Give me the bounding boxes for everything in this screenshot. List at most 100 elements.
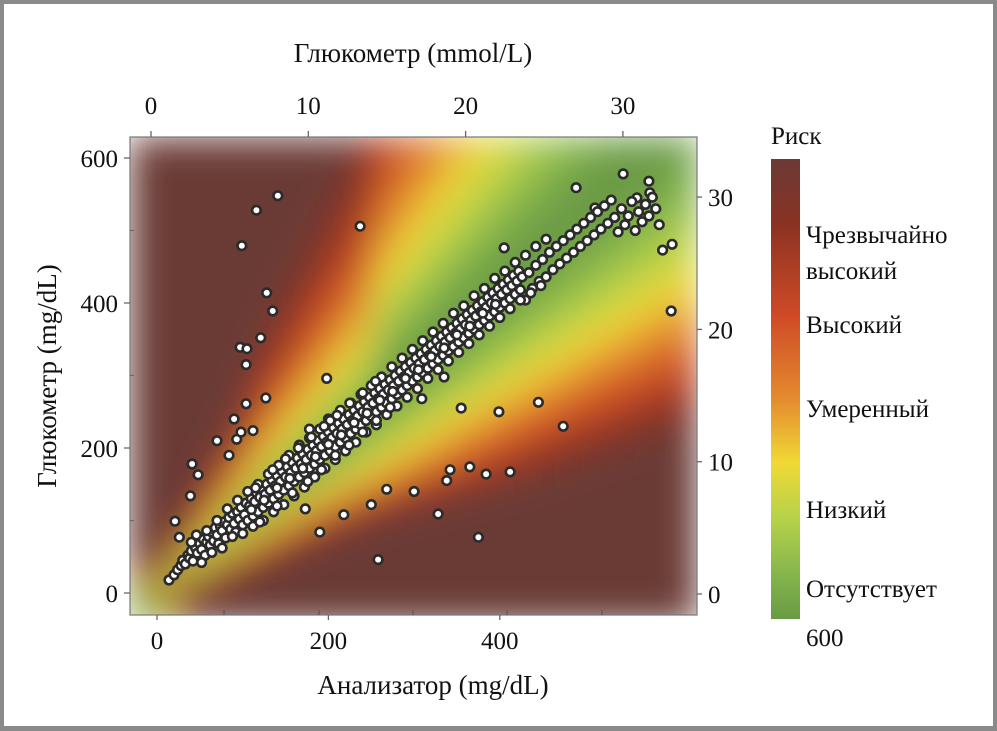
data-point-outliers <box>250 204 262 216</box>
heatmap-cell <box>310 578 320 588</box>
heatmap-cell <box>526 353 536 363</box>
heatmap-cell <box>301 551 311 561</box>
heatmap-cell <box>490 155 500 165</box>
heatmap-cell <box>427 461 437 471</box>
heatmap-cell <box>472 362 482 372</box>
heatmap-cell <box>436 236 446 246</box>
heatmap-cell <box>508 596 518 606</box>
heatmap-cell <box>454 290 464 300</box>
heatmap-cell <box>256 470 266 480</box>
heatmap-cell <box>625 254 635 264</box>
heatmap-cell <box>490 515 500 525</box>
heatmap-cell <box>688 380 697 390</box>
heatmap-cell <box>202 290 212 300</box>
heatmap-cell <box>679 344 689 354</box>
heatmap-cell <box>580 137 590 147</box>
heatmap-cell <box>292 146 302 156</box>
heatmap-cell <box>184 290 194 300</box>
heatmap-cell <box>364 317 374 327</box>
heatmap-cell <box>139 344 149 354</box>
heatmap-cell <box>130 551 140 561</box>
heatmap-cell <box>247 605 257 615</box>
heatmap-cell <box>400 560 410 570</box>
heatmap-cell <box>436 137 446 147</box>
heatmap-cell <box>319 398 329 408</box>
heatmap-cell <box>355 470 365 480</box>
heatmap-cell <box>373 137 383 147</box>
heatmap-cell <box>589 281 599 291</box>
heatmap-cell <box>445 164 455 174</box>
heatmap-cell <box>139 524 149 534</box>
heatmap-cell <box>364 200 374 210</box>
heatmap-cell <box>301 524 311 534</box>
heatmap-cell <box>463 398 473 408</box>
heatmap-cell <box>598 416 608 426</box>
heatmap-cell <box>193 506 203 516</box>
heatmap-cell <box>319 362 329 372</box>
heatmap-cell <box>562 596 572 606</box>
heatmap-cell <box>580 191 590 201</box>
heatmap-cell <box>301 218 311 228</box>
heatmap-cell <box>652 596 662 606</box>
heatmap-cell <box>355 164 365 174</box>
data-point-outliers <box>267 305 279 317</box>
heatmap-cell <box>346 254 356 264</box>
heatmap-cell <box>436 173 446 183</box>
heatmap-cell <box>634 317 644 327</box>
heatmap-cell <box>409 263 419 273</box>
heatmap-cell <box>211 371 221 381</box>
heatmap-cell <box>373 263 383 273</box>
heatmap-cell <box>670 155 680 165</box>
heatmap-cell <box>202 425 212 435</box>
heatmap-cell <box>229 155 239 165</box>
heatmap-cell <box>346 524 356 534</box>
heatmap-cell <box>607 182 617 192</box>
heatmap-cell <box>364 479 374 489</box>
heatmap-cell <box>652 326 662 336</box>
heatmap-cell <box>283 416 293 426</box>
heatmap-cell <box>175 281 185 291</box>
heatmap-cell <box>544 506 554 516</box>
data-point-main <box>595 223 607 235</box>
data-point-outliers <box>643 175 655 187</box>
heatmap-cell <box>517 407 527 417</box>
heatmap-cell <box>229 263 239 273</box>
heatmap-cell <box>391 281 401 291</box>
heatmap-cell <box>562 209 572 219</box>
heatmap-cell <box>418 281 428 291</box>
heatmap-cell <box>238 335 248 345</box>
heatmap-cell <box>346 587 356 597</box>
heatmap-cell <box>301 416 311 426</box>
heatmap-cell <box>571 353 581 363</box>
heatmap-cell <box>472 551 482 561</box>
heatmap-cell <box>283 263 293 273</box>
heatmap-cell <box>292 326 302 336</box>
heatmap-cell <box>166 407 176 417</box>
heatmap-cell <box>211 578 221 588</box>
heatmap-cell <box>400 515 410 525</box>
heatmap-cell <box>607 290 617 300</box>
heatmap-cell <box>571 290 581 300</box>
data-point-main <box>396 352 408 364</box>
heatmap-cell <box>292 218 302 228</box>
heatmap-cell <box>517 245 527 255</box>
heatmap-cell <box>148 200 158 210</box>
data-point-main <box>646 191 658 203</box>
heatmap-cell <box>274 236 284 246</box>
heatmap-cell <box>139 533 149 543</box>
heatmap-cell <box>499 326 509 336</box>
heatmap-cell <box>139 416 149 426</box>
heatmap-cell <box>229 461 239 471</box>
heatmap-cell <box>391 290 401 300</box>
heatmap-cell <box>562 416 572 426</box>
heatmap-cell <box>571 479 581 489</box>
heatmap-cell <box>346 380 356 390</box>
data-point-main <box>406 343 419 356</box>
heatmap-cell <box>418 407 428 417</box>
heatmap-cell <box>553 335 563 345</box>
heatmap-cell <box>211 344 221 354</box>
heatmap-cell <box>382 317 392 327</box>
heatmap-cell <box>463 272 473 282</box>
heatmap-cell <box>418 146 428 156</box>
heatmap-cell <box>139 506 149 516</box>
